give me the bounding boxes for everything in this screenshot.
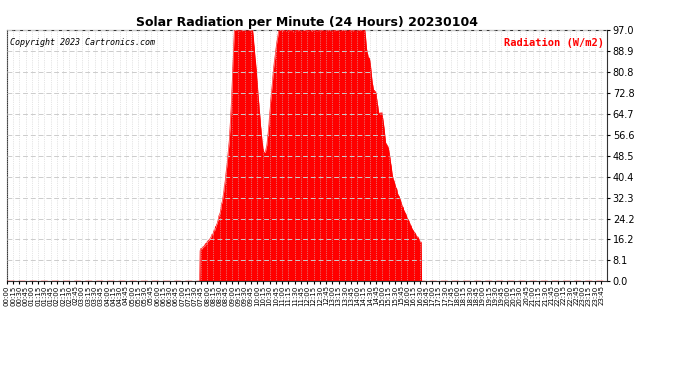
- Text: Copyright 2023 Cartronics.com: Copyright 2023 Cartronics.com: [10, 38, 155, 46]
- Text: Radiation (W/m2): Radiation (W/m2): [504, 38, 604, 48]
- Title: Solar Radiation per Minute (24 Hours) 20230104: Solar Radiation per Minute (24 Hours) 20…: [136, 16, 478, 29]
